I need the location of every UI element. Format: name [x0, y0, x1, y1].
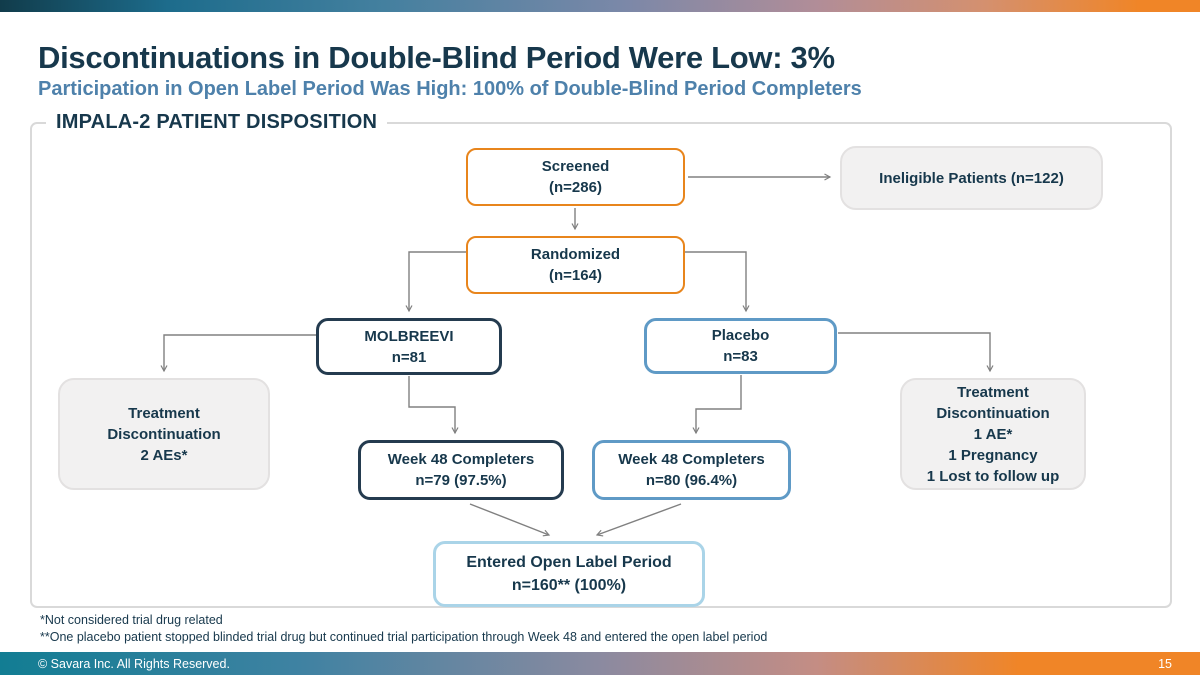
node-line: Week 48 Completers: [387, 451, 535, 468]
page-number: 15: [1158, 656, 1172, 671]
node-ineligible: Ineligible Patients (n=122): [840, 146, 1103, 210]
footnote-2: **One placebo patient stopped blinded tr…: [40, 630, 768, 644]
slide-title: Discontinuations in Double-Blind Period …: [38, 40, 835, 75]
node-line: (n=286): [549, 179, 602, 196]
slide-subtitle: Participation in Open Label Period Was H…: [38, 78, 862, 100]
node-line: MOLBREEVI: [364, 327, 454, 345]
node-line: n=83: [723, 348, 758, 365]
node-line: Entered Open Label Period: [466, 554, 672, 571]
panel-label: IMPALA-2 PATIENT DISPOSITION: [46, 111, 388, 134]
node-line: Treatment: [128, 404, 200, 422]
node-line: Screened: [541, 158, 610, 175]
node-treatment-discontinuation-left: Treatment Discontinuation 2 AEs*: [58, 378, 270, 490]
node-entered-open-label: Entered Open Label Period n=160** (100%): [433, 541, 705, 607]
node-line: n=160** (100%): [511, 577, 627, 594]
node-line: 2 AEs*: [140, 446, 188, 464]
node-line: 1 Pregnancy: [948, 446, 1038, 464]
node-placebo: Placebo n=83: [644, 318, 837, 374]
node-line: Treatment: [957, 383, 1029, 401]
footer-bar: © Savara Inc. All Rights Reserved. 15: [0, 652, 1200, 675]
disposition-panel: [30, 122, 1172, 608]
node-line: (n=164): [549, 267, 602, 284]
node-week48-completers-molbreevi: Week 48 Completers n=79 (97.5%): [358, 440, 564, 500]
top-gradient-bar: [0, 0, 1200, 12]
node-line: Discontinuation: [936, 404, 1050, 422]
node-line: 1 AE*: [973, 425, 1013, 443]
node-screened: Screened (n=286): [466, 148, 685, 206]
node-molbreevi: MOLBREEVI n=81: [316, 318, 502, 375]
node-treatment-discontinuation-right: Treatment Discontinuation 1 AE* 1 Pregna…: [900, 378, 1086, 490]
node-line: 1 Lost to follow up: [926, 467, 1060, 485]
node-line: Discontinuation: [107, 425, 221, 443]
node-line: Week 48 Completers: [618, 451, 765, 468]
footnote-1: *Not considered trial drug related: [40, 613, 223, 627]
node-line: n=80 (96.4%): [645, 472, 738, 489]
node-line: Placebo: [711, 327, 770, 344]
copyright-text: © Savara Inc. All Rights Reserved.: [38, 656, 230, 671]
node-line: n=81: [391, 348, 427, 366]
node-line: Ineligible Patients (n=122): [879, 169, 1064, 187]
node-line: n=79 (97.5%): [415, 472, 507, 489]
node-line: Randomized: [530, 246, 621, 263]
node-week48-completers-placebo: Week 48 Completers n=80 (96.4%): [592, 440, 791, 500]
node-randomized: Randomized (n=164): [466, 236, 685, 294]
